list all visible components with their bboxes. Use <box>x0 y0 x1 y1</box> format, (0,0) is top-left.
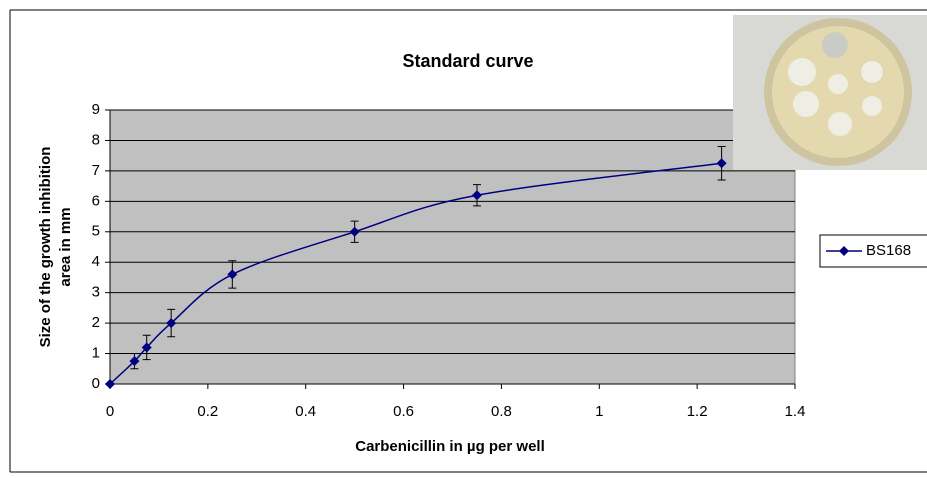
zone <box>862 96 882 116</box>
x-tick-label: 1 <box>595 403 603 420</box>
y-tick-label: 2 <box>92 314 100 331</box>
x-tick-label: 0.8 <box>491 403 512 420</box>
plot: 0 1 2 3 4 5 6 7 8 9 0 0.2 0.4 0.6 0.8 1 1.2 1.4 <box>92 101 806 420</box>
data-point <box>105 379 115 389</box>
zone <box>828 112 852 136</box>
zone <box>822 32 848 58</box>
series-line <box>109 162 722 385</box>
y-tick-label: 8 <box>92 131 100 148</box>
x-tick-label: 0.4 <box>295 403 316 420</box>
data-point <box>716 158 727 169</box>
x-tick-label: 1.2 <box>687 403 708 420</box>
y-tick-label: 7 <box>92 162 100 179</box>
y-tick-label: 1 <box>92 345 100 362</box>
plot-area <box>109 109 796 385</box>
x-tick-label: 0 <box>106 403 114 420</box>
photo-inset <box>733 15 927 170</box>
data-point <box>166 318 177 329</box>
y-tick-label: 0 <box>92 375 100 392</box>
legend: BS168 <box>819 234 927 268</box>
data-point <box>129 356 140 367</box>
y-tick-label: 9 <box>92 101 100 118</box>
zone <box>828 74 848 94</box>
y-axis-label: Size of the growth inhibition <box>37 147 54 348</box>
data-point <box>227 269 238 280</box>
zone <box>861 61 883 83</box>
x-axis-label: Carbenicillin in µg per well <box>355 438 545 455</box>
legend-label: BS168 <box>866 242 911 259</box>
data-point <box>471 190 482 201</box>
zone <box>793 91 819 117</box>
legend-marker <box>839 246 849 256</box>
data-point <box>141 342 152 353</box>
x-tick-label: 1.4 <box>785 403 806 420</box>
y-tick-label: 3 <box>92 284 100 301</box>
y-tick-label: 5 <box>92 223 100 240</box>
chart-title: Standard curve <box>402 51 533 71</box>
x-tick-label: 0.2 <box>197 403 218 420</box>
x-tick-label: 0.6 <box>393 403 414 420</box>
y-axis-label: area in mm <box>57 207 74 286</box>
data-point <box>349 226 360 237</box>
y-tick-label: 6 <box>92 192 100 209</box>
y-tick-label: 4 <box>92 253 100 270</box>
zone <box>788 58 816 86</box>
